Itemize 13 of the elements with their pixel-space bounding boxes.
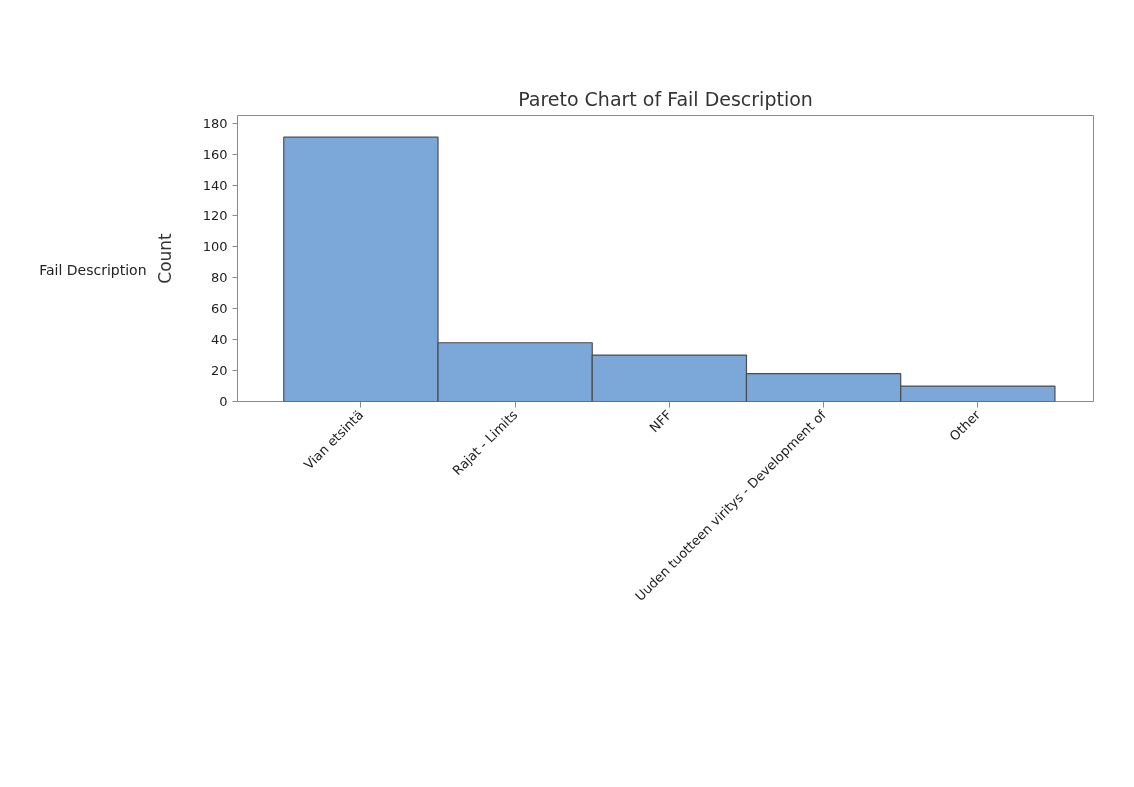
y-tick-label: 120	[202, 208, 228, 224]
y-tick-label: 140	[202, 177, 228, 193]
y-tick-label: 0	[219, 394, 228, 409]
x-axis-title: Fail Description	[39, 261, 147, 278]
y-tick-label: 160	[202, 146, 228, 162]
y-tick-label: 180	[202, 115, 228, 131]
y-tick-label: 100	[202, 239, 228, 255]
y-axis-title: Count	[154, 232, 175, 284]
chart-title: Pareto Chart of Fail Description	[518, 87, 813, 110]
y-tick-label: 20	[210, 363, 228, 379]
y-tick-label: 80	[210, 270, 228, 286]
y-tick-label: 40	[210, 332, 228, 348]
y-tick-label: 60	[210, 301, 228, 317]
